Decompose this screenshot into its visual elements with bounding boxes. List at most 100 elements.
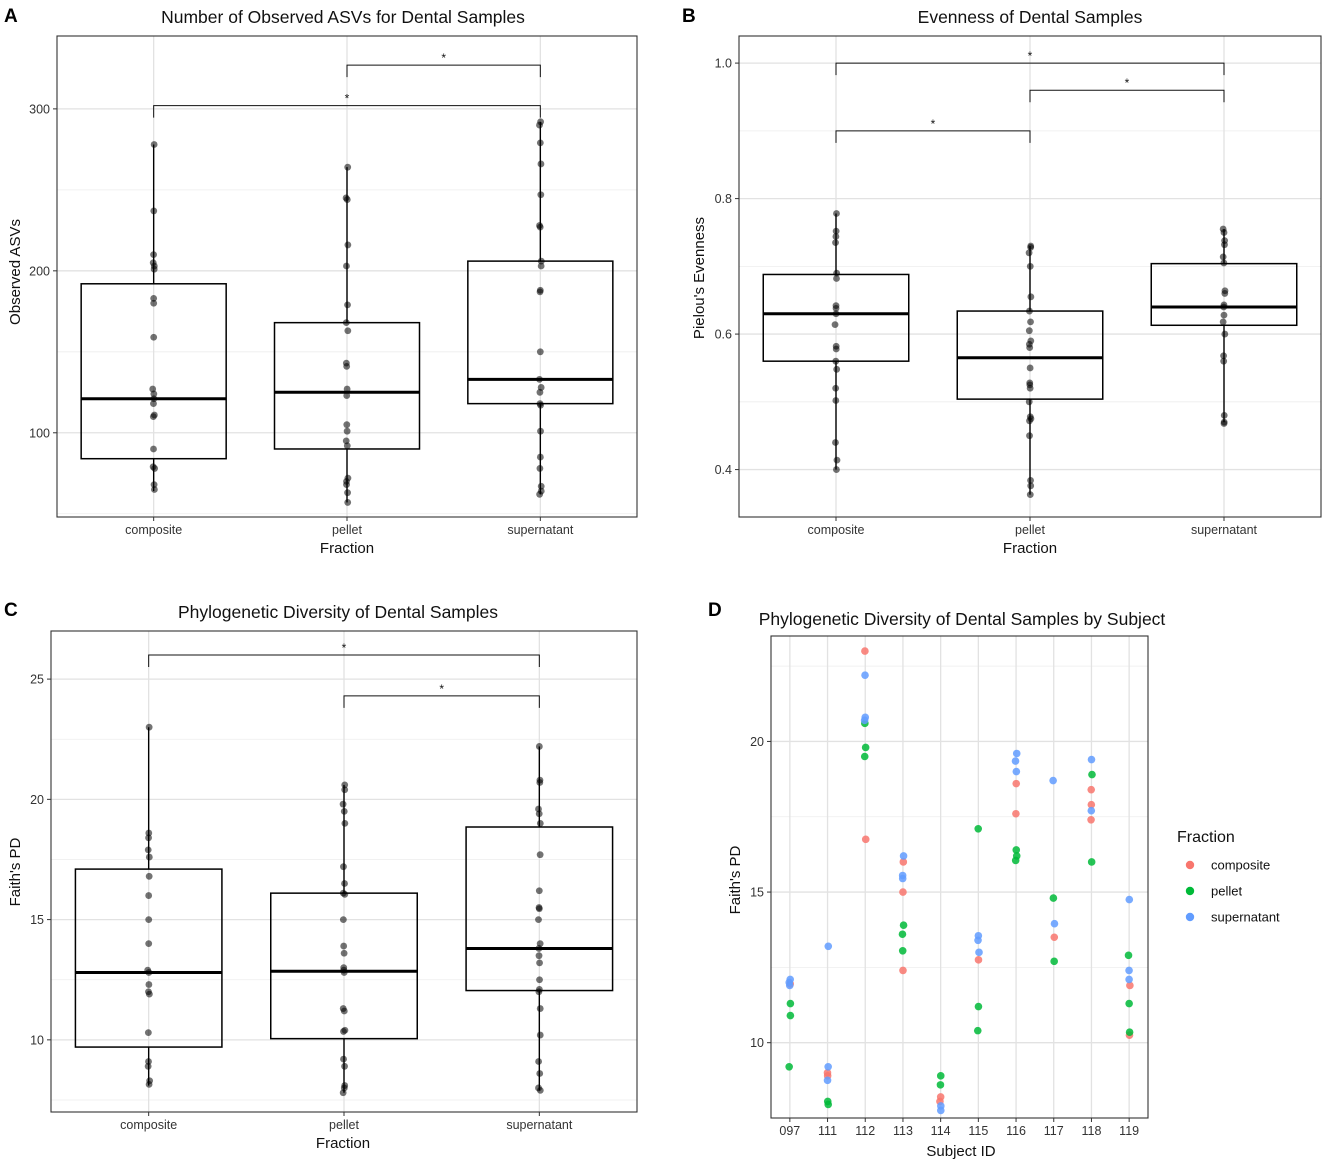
data-point-composite (145, 916, 153, 923)
data-point-pellet (974, 825, 983, 833)
data-point-pellet (343, 262, 350, 270)
data-point-supernatant (537, 262, 545, 270)
panel-c-y-tick-label: 20 (30, 793, 44, 807)
data-point-pellet (786, 1011, 795, 1020)
data-point-pellet (1049, 894, 1058, 902)
data-point-composite (150, 395, 158, 403)
panel-d-x-label: Subject ID (926, 1143, 995, 1160)
data-point-supernatant (1011, 757, 1020, 765)
data-point-pellet (1025, 249, 1033, 257)
data-point-supernatant (535, 988, 543, 996)
data-point-supernatant (1221, 241, 1228, 249)
data-point-composite (974, 956, 983, 964)
data-point-pellet (341, 880, 348, 887)
data-point-pellet (342, 319, 350, 327)
data-point-supernatant (535, 916, 542, 923)
data-point-supernatant (536, 959, 543, 967)
data-point-supernatant (536, 1031, 544, 1039)
panel-b-x-tick-label: supernatant (1191, 523, 1258, 537)
data-point-pellet (1026, 432, 1033, 440)
panel-c-panel-border (50, 630, 638, 1113)
data-point-composite (150, 294, 158, 302)
data-point-supernatant (860, 716, 869, 725)
data-point-composite (832, 310, 840, 318)
data-point-supernatant (535, 887, 543, 895)
data-point-composite (145, 990, 153, 998)
panel-a-y-tick-label: 100 (29, 426, 50, 440)
data-point-supernatant (824, 942, 833, 951)
panel-d-x-tick-label: 111 (818, 1124, 837, 1138)
data-point-pellet (340, 1028, 347, 1035)
data-point-supernatant (1220, 420, 1228, 427)
data-point-supernatant (536, 779, 544, 786)
panel-d-x-tick-label: 097 (779, 1124, 800, 1138)
data-point-composite (145, 981, 153, 988)
panel-letter-d: D (708, 600, 722, 621)
data-point-pellet (861, 743, 870, 752)
panel-a-observed-asvs: * * 100 200 300 composite pellet supernatant Nu… (7, 7, 638, 557)
data-point-supernatant (1087, 806, 1096, 815)
data-point-composite (1087, 800, 1096, 809)
panel-c-y-tick-label: 15 (30, 913, 44, 927)
data-point-pellet (341, 820, 349, 827)
data-point-composite (150, 333, 158, 341)
data-point-pellet (341, 786, 349, 794)
data-point-composite (831, 321, 839, 328)
data-point-supernatant (1125, 966, 1133, 975)
data-point-supernatant (536, 453, 544, 461)
panel-d-x-tick-label: 118 (1081, 1124, 1101, 1138)
data-point-supernatant (536, 348, 544, 356)
data-point-pellet (340, 1007, 348, 1015)
data-point-composite (832, 384, 840, 392)
legend-key-pellet (1185, 886, 1195, 896)
data-point-pellet (343, 385, 351, 393)
panel-d-x-tick-label: 112 (855, 1124, 875, 1138)
panel-d-x-tick-label: 117 (1044, 1124, 1064, 1138)
data-point-pellet (1011, 856, 1020, 865)
data-point-supernatant (536, 465, 544, 472)
data-point-supernatant (536, 375, 543, 383)
panel-d-x-tick-label: 114 (931, 1124, 951, 1138)
data-point-composite (145, 969, 153, 976)
data-point-composite (1012, 779, 1021, 788)
data-point-pellet (343, 196, 351, 203)
panel-letter-b: B (682, 6, 696, 27)
data-point-supernatant (535, 945, 543, 952)
data-point-supernatant (1125, 895, 1134, 904)
data-point-composite (145, 853, 153, 861)
panel-d-x-tick-label: 115 (968, 1124, 988, 1138)
data-point-supernatant (785, 981, 794, 990)
data-point-pellet (340, 863, 347, 871)
data-point-supernatant (536, 139, 544, 147)
panel-d-y-label: Faith's PD (727, 845, 744, 914)
panel-b-y-tick-label: 1.0 (715, 57, 732, 71)
data-point-pellet (898, 930, 907, 939)
significance-bracket (835, 62, 1225, 76)
panel-c-y-label: Faith's PD (7, 837, 24, 906)
panel-b-y-label: Pielou's Evenness (691, 217, 708, 339)
panel-c-plot: * * 10 15 20 25 composite pellet supernatant (30, 630, 638, 1132)
data-point-supernatant (1220, 229, 1228, 236)
data-point-pellet (1026, 417, 1033, 425)
data-point-supernatant (535, 743, 543, 750)
panel-b-y-tick-label: 0.8 (715, 192, 732, 206)
data-point-supernatant (536, 1070, 544, 1077)
data-point-supernatant (536, 1086, 544, 1094)
data-point-supernatant (1049, 776, 1057, 785)
data-point-composite (145, 872, 153, 880)
legend-title: Fraction (1177, 829, 1235, 846)
data-point-supernatant (899, 852, 908, 860)
data-point-pellet (1050, 957, 1058, 966)
panel-b-evenness: * * * 0.4 0.6 0.8 1.0 composite pellet supernatan… (691, 7, 1322, 557)
data-point-supernatant (1220, 357, 1228, 365)
data-point-pellet (1087, 858, 1096, 866)
panel-c-faiths-pd: * * 10 15 20 25 composite pellet supernatant Phy… (7, 602, 638, 1152)
data-point-composite (145, 829, 153, 837)
panel-d-plot-background (771, 636, 1148, 1118)
data-point-supernatant (898, 874, 907, 883)
data-point-composite (832, 345, 840, 353)
data-point-supernatant (1220, 352, 1227, 360)
panel-c-x-tick-label: pellet (329, 1118, 359, 1132)
data-point-supernatant (1050, 919, 1059, 928)
data-point-supernatant (536, 121, 543, 129)
